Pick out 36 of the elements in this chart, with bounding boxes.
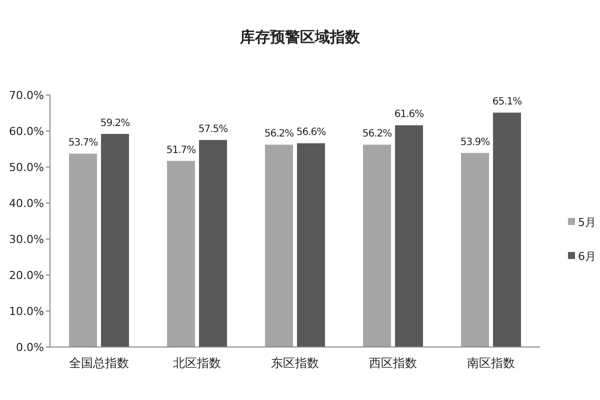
data-label: 65.1% (492, 96, 522, 108)
x-tick-label: 北区指数 (173, 356, 221, 370)
x-tick-label: 南区指数 (467, 356, 515, 370)
bar (493, 112, 521, 347)
x-tick-label: 东区指数 (271, 356, 319, 370)
chart-title: 库存预警区域指数 (239, 28, 361, 46)
data-label: 56.6% (296, 127, 326, 138)
bar (199, 140, 227, 347)
y-tick-label: 10.0% (9, 305, 44, 318)
y-tick-label: 70.0% (9, 89, 44, 102)
y-tick-label: 20.0% (9, 269, 44, 282)
legend-label: 6月 (578, 250, 596, 263)
data-label: 59.2% (100, 118, 130, 129)
legend-label: 5月 (578, 216, 596, 229)
data-label: 61.6% (394, 109, 424, 120)
data-label: 53.9% (460, 136, 490, 148)
y-tick-label: 50.0% (9, 161, 44, 174)
y-tick-label: 60.0% (9, 125, 44, 138)
bar (395, 125, 423, 347)
bar (265, 144, 293, 347)
bar (297, 143, 325, 347)
bar (363, 144, 391, 347)
bar (167, 160, 195, 347)
bar (69, 154, 97, 347)
bar (461, 152, 489, 347)
data-label: 57.5% (198, 124, 228, 135)
y-tick-label: 30.0% (9, 233, 44, 246)
x-tick-label: 西区指数 (369, 356, 417, 370)
y-tick-label: 40.0% (9, 197, 44, 210)
data-label: 53.7% (68, 138, 98, 149)
bar (101, 134, 129, 347)
data-label: 51.7% (166, 144, 196, 156)
y-tick-label: 0.0% (16, 341, 44, 354)
data-label: 56.2% (362, 128, 392, 140)
x-tick-label: 全国总指数 (69, 356, 129, 370)
data-label: 56.2% (264, 128, 294, 140)
